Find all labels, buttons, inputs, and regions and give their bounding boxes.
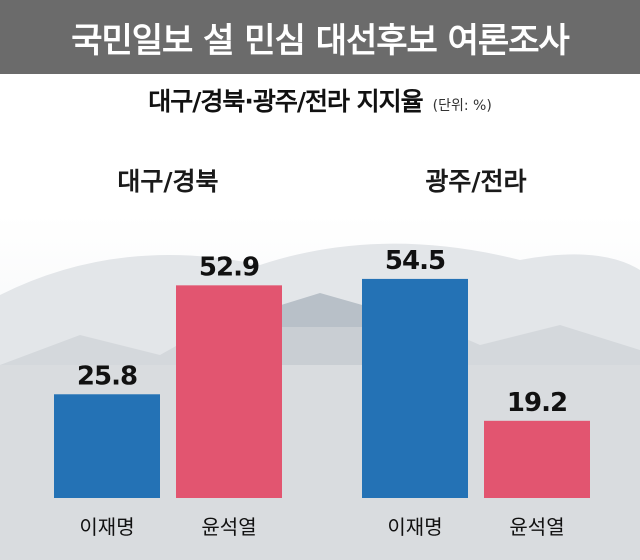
title-banner: 국민일보 설 민심 대선후보 여론조사: [0, 0, 640, 74]
category-label: 윤석열: [509, 515, 564, 539]
subtitle-row: 대구/경북·광주/전라 지지율 (단위: %): [0, 82, 640, 126]
group-title: 광주/전라: [425, 167, 526, 196]
category-label: 윤석열: [201, 515, 256, 539]
category-label: 이재명: [79, 515, 134, 539]
data-label: 52.9: [199, 252, 259, 282]
category-label: 이재명: [387, 515, 442, 539]
bar: [54, 394, 160, 498]
page-title: 국민일보 설 민심 대선후보 여론조사: [71, 20, 570, 61]
unit-label: (단위: %): [432, 98, 492, 114]
bar: [176, 285, 282, 498]
data-label: 25.8: [77, 361, 137, 391]
data-label: 19.2: [507, 388, 567, 418]
group-title: 대구/경북: [117, 167, 218, 196]
data-label: 54.5: [385, 246, 445, 276]
chart-subtitle: 대구/경북·광주/전라 지지율: [148, 87, 423, 116]
bar: [362, 278, 468, 498]
bar: [484, 420, 590, 498]
